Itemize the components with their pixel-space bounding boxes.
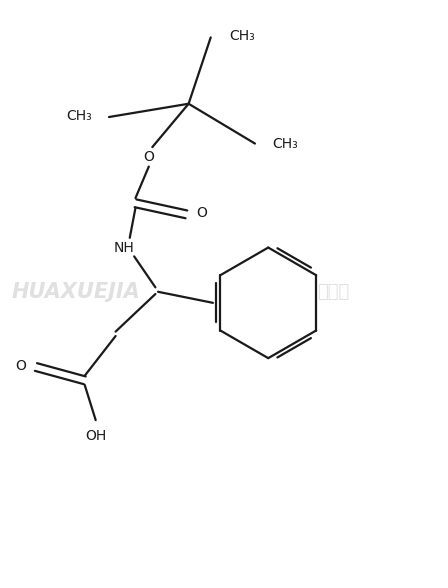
Text: HUAXUEJIA: HUAXUEJIA	[12, 282, 140, 302]
Text: O: O	[143, 150, 154, 164]
Text: O: O	[15, 359, 26, 373]
Text: NH: NH	[114, 240, 135, 255]
Text: CH₃: CH₃	[66, 109, 92, 123]
Text: OH: OH	[85, 429, 106, 443]
Text: CH₃: CH₃	[229, 29, 255, 44]
Text: O: O	[196, 206, 207, 220]
Text: 化学家: 化学家	[317, 283, 349, 301]
Text: CH₃: CH₃	[273, 136, 298, 151]
